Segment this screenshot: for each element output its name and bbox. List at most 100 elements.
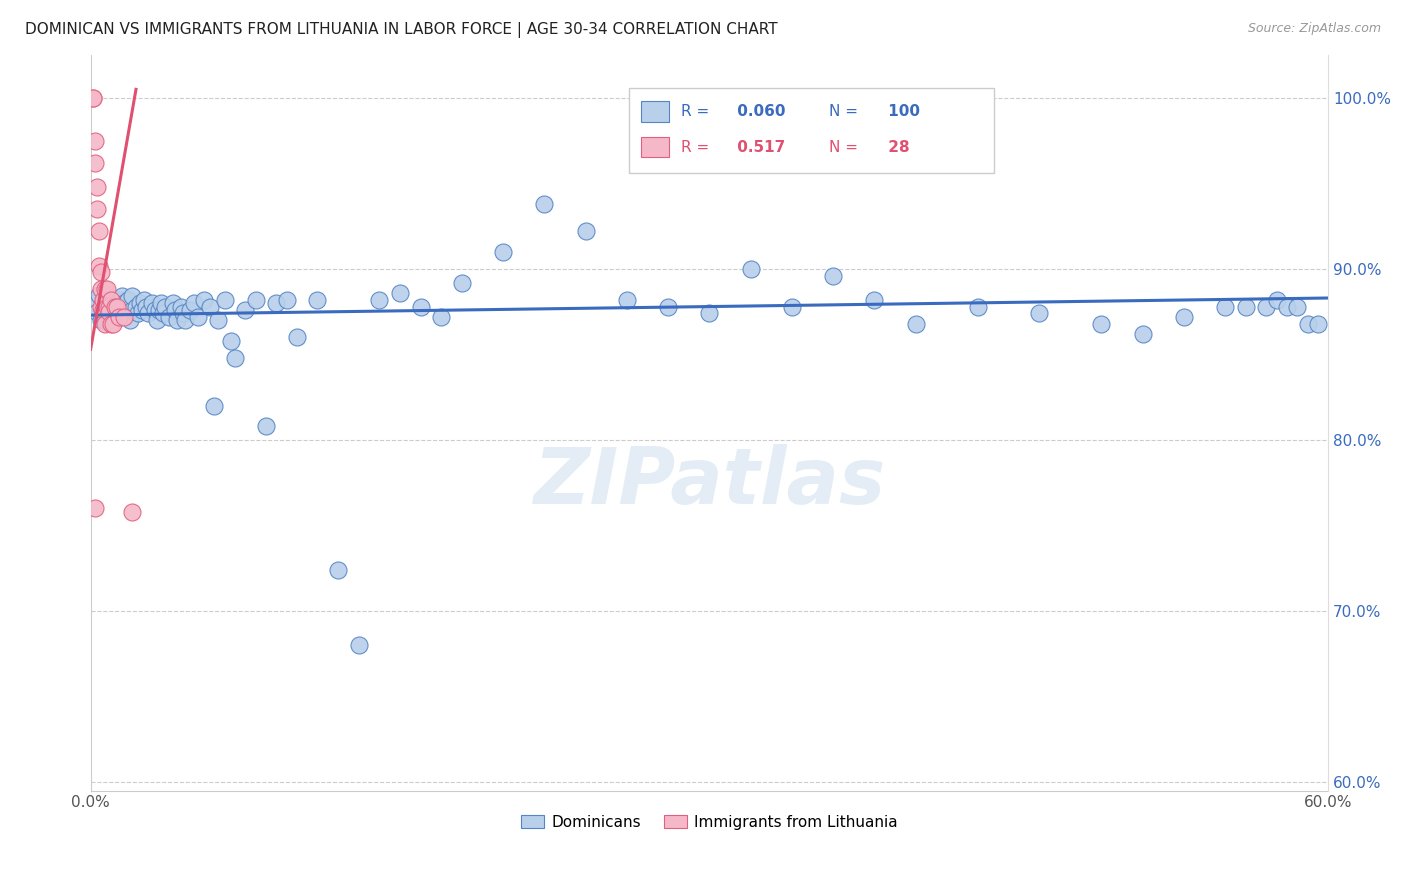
Bar — [641, 102, 668, 122]
Point — [90, 265, 112, 279]
Point — [285, 330, 308, 344]
Point — [96, 304, 118, 318]
Point — [96, 300, 118, 314]
Point — [1265, 293, 1288, 307]
Text: R =: R = — [681, 104, 709, 120]
Point — [224, 351, 246, 365]
Point — [388, 285, 411, 300]
Point — [131, 303, 153, 318]
Point — [96, 283, 118, 297]
Point — [166, 313, 188, 327]
Point — [145, 313, 167, 327]
Point — [138, 306, 160, 320]
Point — [183, 296, 205, 310]
Point — [264, 296, 287, 310]
Point — [86, 202, 108, 216]
Point — [100, 293, 122, 307]
Point — [165, 303, 187, 318]
Point — [86, 304, 108, 318]
Point — [172, 306, 194, 320]
Text: 28: 28 — [883, 139, 910, 154]
Point — [135, 300, 157, 314]
Text: 100: 100 — [883, 104, 920, 120]
Point — [174, 313, 197, 327]
Point — [107, 300, 129, 314]
Point — [193, 293, 215, 307]
Point — [149, 296, 172, 310]
Text: ZIPatlas: ZIPatlas — [533, 443, 886, 520]
Point — [83, 501, 105, 516]
Point — [141, 296, 163, 310]
Point — [430, 310, 453, 324]
Point — [699, 306, 721, 320]
Point — [162, 296, 184, 310]
Point — [100, 293, 122, 307]
Point — [1275, 300, 1298, 314]
Point — [107, 296, 129, 310]
Point — [121, 289, 143, 303]
Point — [170, 300, 193, 314]
Point — [451, 276, 474, 290]
FancyBboxPatch shape — [628, 88, 994, 173]
Point — [200, 300, 222, 314]
Point — [245, 293, 267, 307]
Point — [83, 296, 105, 310]
Point — [90, 313, 112, 327]
Point — [91, 304, 114, 318]
Point — [153, 300, 176, 314]
Point — [110, 300, 132, 314]
Point — [904, 317, 927, 331]
Point — [616, 293, 638, 307]
Legend: Dominicans, Immigrants from Lithuania: Dominicans, Immigrants from Lithuania — [515, 809, 904, 836]
Point — [863, 293, 886, 307]
Text: R =: R = — [681, 139, 709, 154]
Point — [207, 313, 229, 327]
Point — [157, 310, 180, 324]
Point — [100, 313, 122, 327]
Point — [575, 224, 598, 238]
Point — [103, 303, 125, 318]
Point — [108, 293, 131, 307]
Point — [125, 300, 148, 314]
Point — [98, 300, 121, 314]
Point — [657, 300, 679, 314]
Point — [100, 317, 122, 331]
Point — [83, 156, 105, 170]
Point — [152, 306, 174, 320]
Point — [187, 310, 209, 324]
Point — [121, 505, 143, 519]
Point — [533, 197, 555, 211]
Point — [1234, 300, 1257, 314]
Point — [90, 300, 112, 314]
Point — [98, 304, 121, 318]
Point — [1213, 300, 1236, 314]
Point — [87, 287, 110, 301]
Point — [82, 91, 104, 105]
Point — [347, 638, 370, 652]
Point — [118, 313, 141, 327]
Point — [112, 310, 135, 324]
Point — [740, 261, 762, 276]
Point — [107, 310, 129, 324]
Point — [966, 300, 988, 314]
Point — [110, 289, 132, 303]
Point — [307, 293, 329, 307]
Text: Source: ZipAtlas.com: Source: ZipAtlas.com — [1247, 22, 1381, 36]
Point — [83, 134, 105, 148]
Point — [108, 310, 131, 324]
Point — [1306, 317, 1329, 331]
Point — [90, 283, 112, 297]
Point — [82, 91, 104, 105]
Point — [233, 303, 256, 318]
Point — [94, 313, 117, 327]
Point — [254, 419, 277, 434]
Point — [219, 334, 242, 348]
Text: 0.517: 0.517 — [731, 139, 785, 154]
Point — [1256, 300, 1278, 314]
Point — [1296, 317, 1319, 331]
Point — [129, 296, 152, 310]
Point — [94, 317, 117, 331]
Point — [100, 304, 122, 318]
Point — [1090, 317, 1112, 331]
Point — [1173, 310, 1195, 324]
